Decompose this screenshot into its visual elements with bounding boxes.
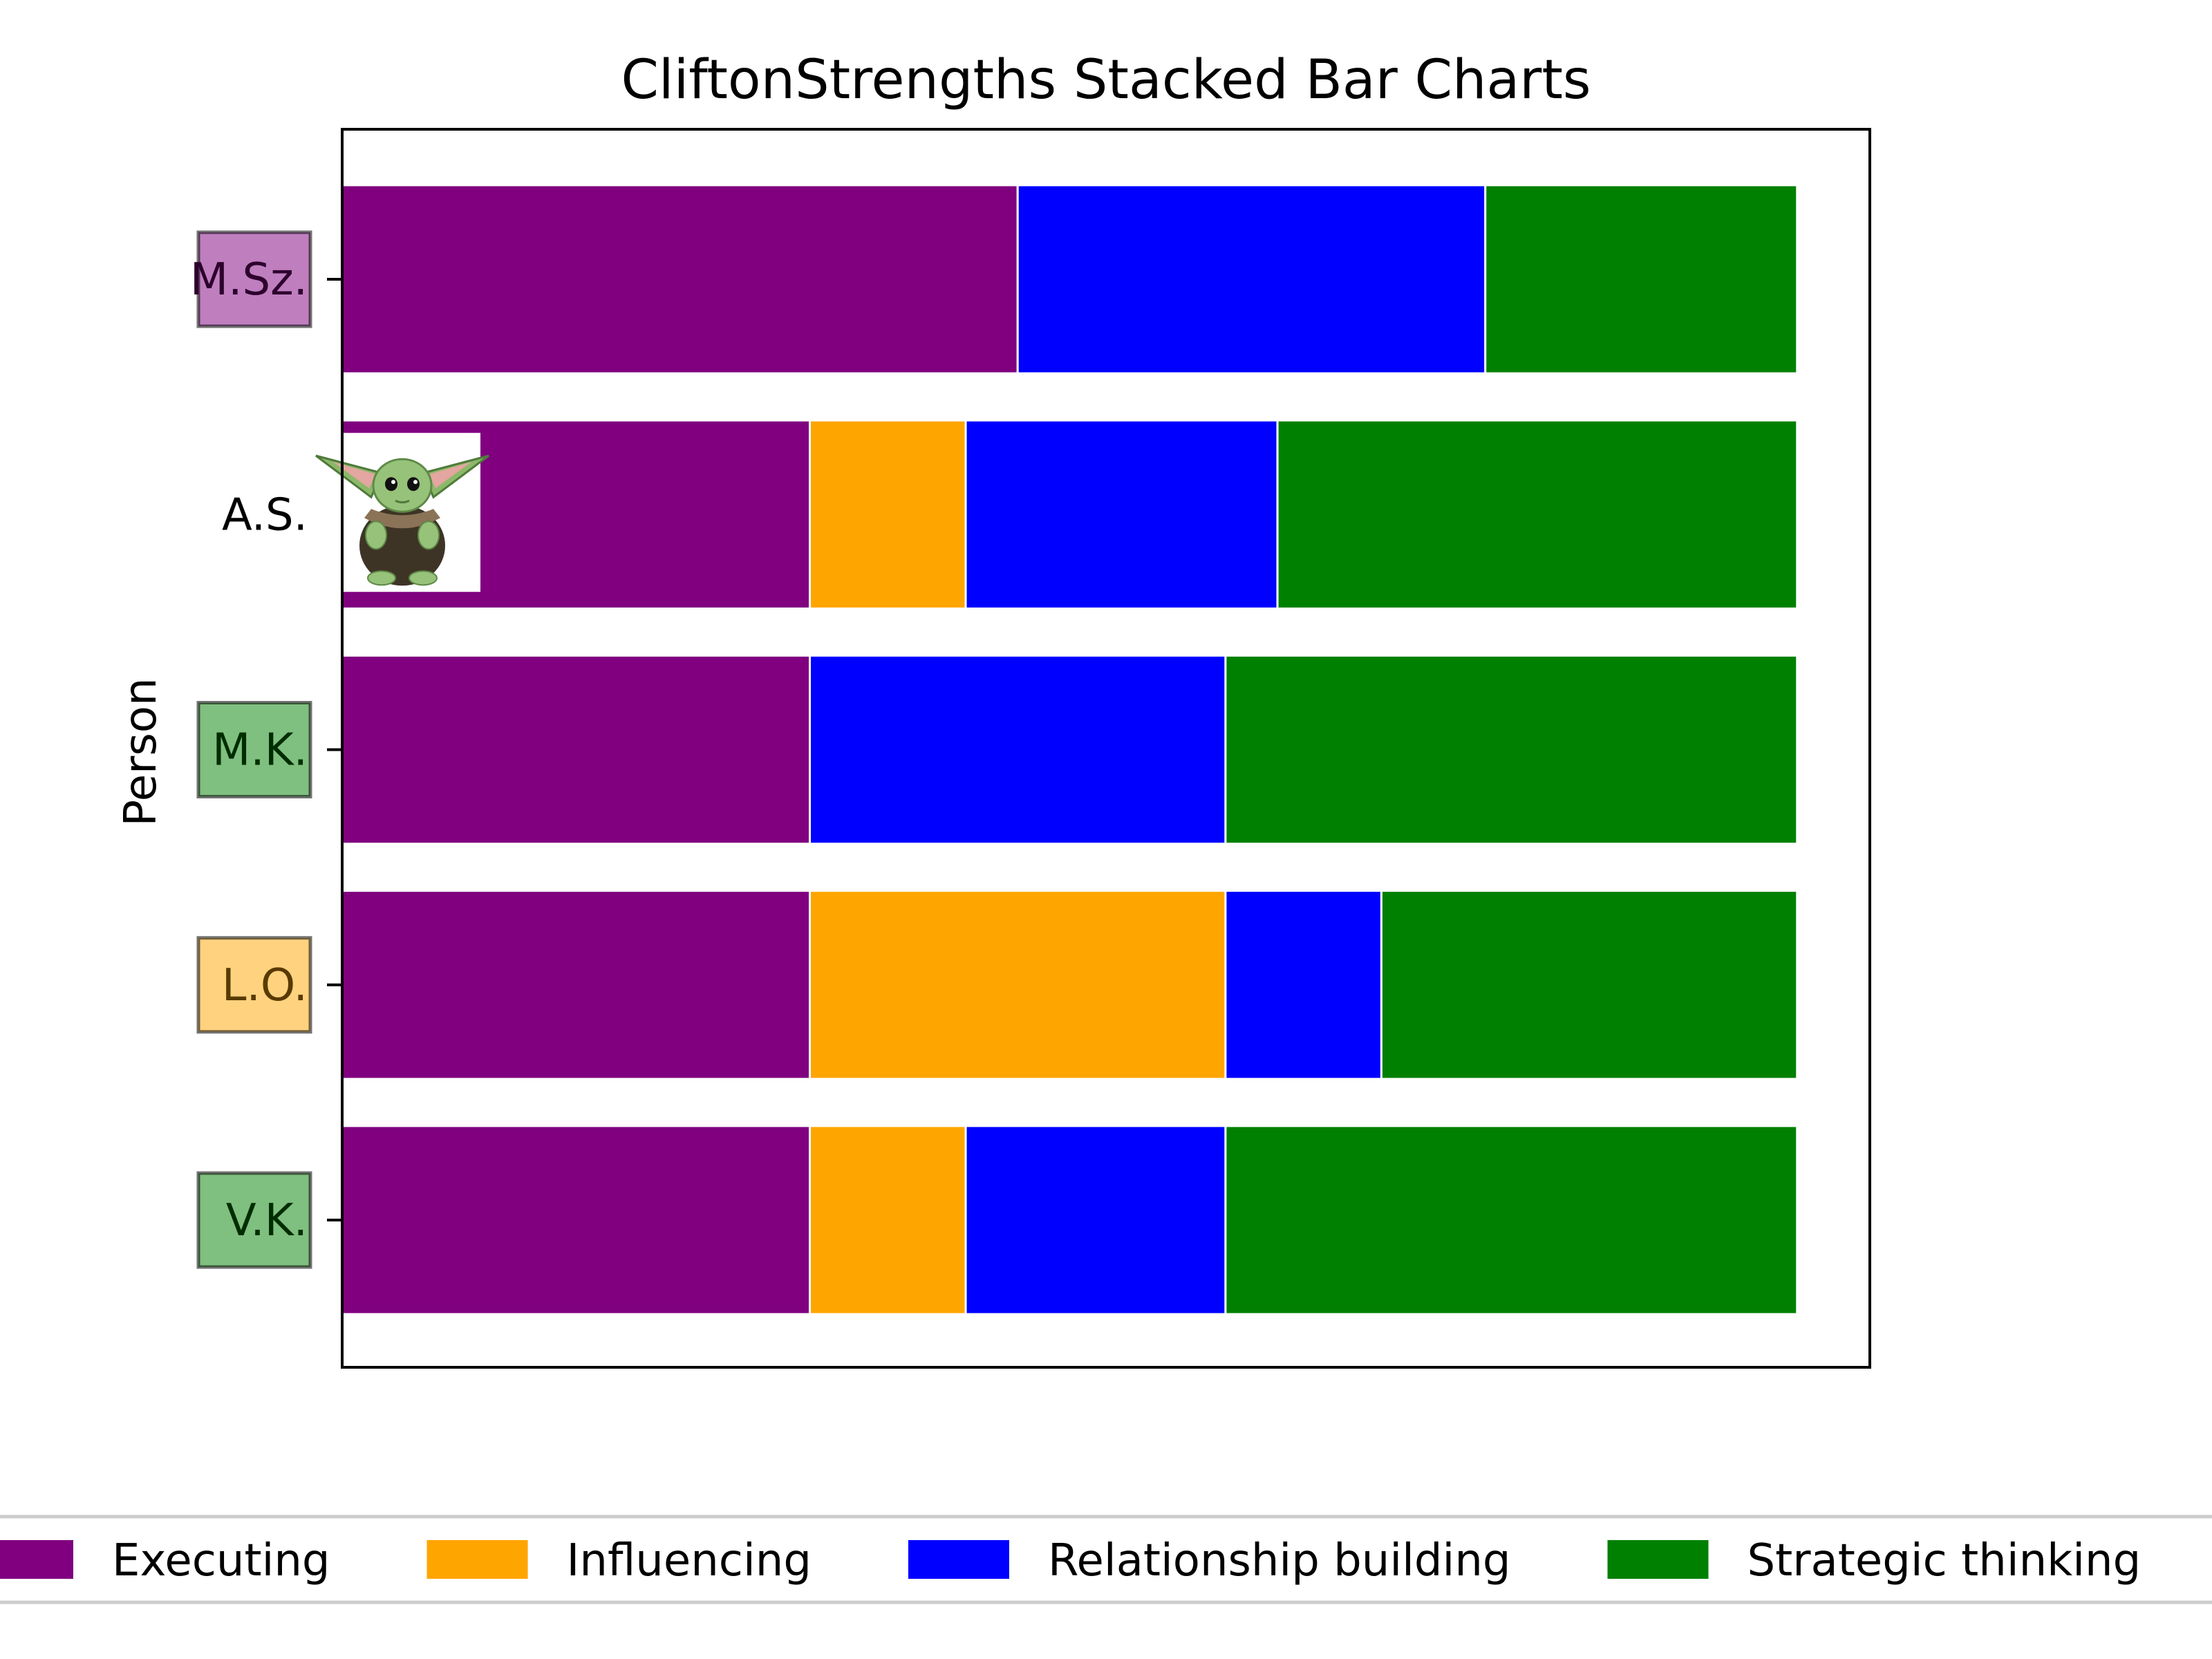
- bar-l-o-strategic-thinking: [1380, 890, 1799, 1080]
- y-tick-label-m-k: M.K.: [212, 725, 308, 776]
- bar-m-sz-strategic-thinking: [1484, 184, 1799, 375]
- legend-label-relationship-building: Relationship building: [1048, 1535, 1511, 1586]
- legend-swatch-executing: [0, 1540, 73, 1579]
- legend-label-influencing: Influencing: [567, 1535, 812, 1586]
- bar-m-k-relationship-building: [809, 654, 1227, 845]
- bars-layer: [341, 184, 1799, 1315]
- y-label-box-m-sz: [196, 230, 312, 328]
- legend-swatch-influencing: [427, 1540, 528, 1579]
- bar-a-s-strategic-thinking: [1276, 419, 1799, 610]
- y-tick-label-v-k: V.K.: [226, 1195, 308, 1246]
- bar-a-s-relationship-building: [964, 419, 1279, 610]
- bar-l-o-relationship-building: [1224, 890, 1382, 1080]
- y-ticks-layer: V.K. L.O. M.K. A.S. M.Sz.: [190, 230, 489, 1269]
- bar-m-k-strategic-thinking: [1224, 654, 1799, 845]
- y-tick-label-a-s: A.S.: [222, 489, 308, 541]
- plot-frame: [341, 128, 1871, 1369]
- chart-title: CliftonStrengths Stacked Bar Charts: [621, 49, 1591, 111]
- legend: Executing Influencing Relationship buildin…: [0, 1515, 2212, 1604]
- y-label-box-v-k: [196, 1171, 312, 1269]
- y-tick-label-m-sz: M.Sz.: [190, 254, 308, 306]
- legend-label-strategic-thinking: Strategic thinking: [1747, 1535, 2141, 1586]
- legend-swatch-strategic-thinking: [1607, 1540, 1709, 1579]
- bar-l-o-influencing: [809, 890, 1227, 1080]
- bar-m-sz-executing: [341, 184, 1019, 375]
- legend-label-executing: Executing: [112, 1535, 330, 1586]
- bar-m-k-executing: [341, 654, 812, 845]
- bar-l-o-executing: [341, 890, 812, 1080]
- baby-yoda-image: [315, 433, 489, 592]
- bar-m-sz-relationship-building: [1016, 184, 1487, 375]
- y-label-box-m-k: [196, 701, 312, 798]
- bar-v-k-relationship-building: [964, 1125, 1227, 1315]
- y-axis-label: Person: [115, 677, 167, 826]
- legend-swatch-relationship-building: [908, 1540, 1009, 1579]
- bar-v-k-strategic-thinking: [1224, 1125, 1799, 1315]
- y-label-box-l-o: [196, 936, 312, 1034]
- y-tick-label-l-o: L.O.: [222, 960, 308, 1011]
- bar-v-k-executing: [341, 1125, 812, 1315]
- bar-a-s-influencing: [809, 419, 967, 610]
- bar-v-k-influencing: [809, 1125, 967, 1315]
